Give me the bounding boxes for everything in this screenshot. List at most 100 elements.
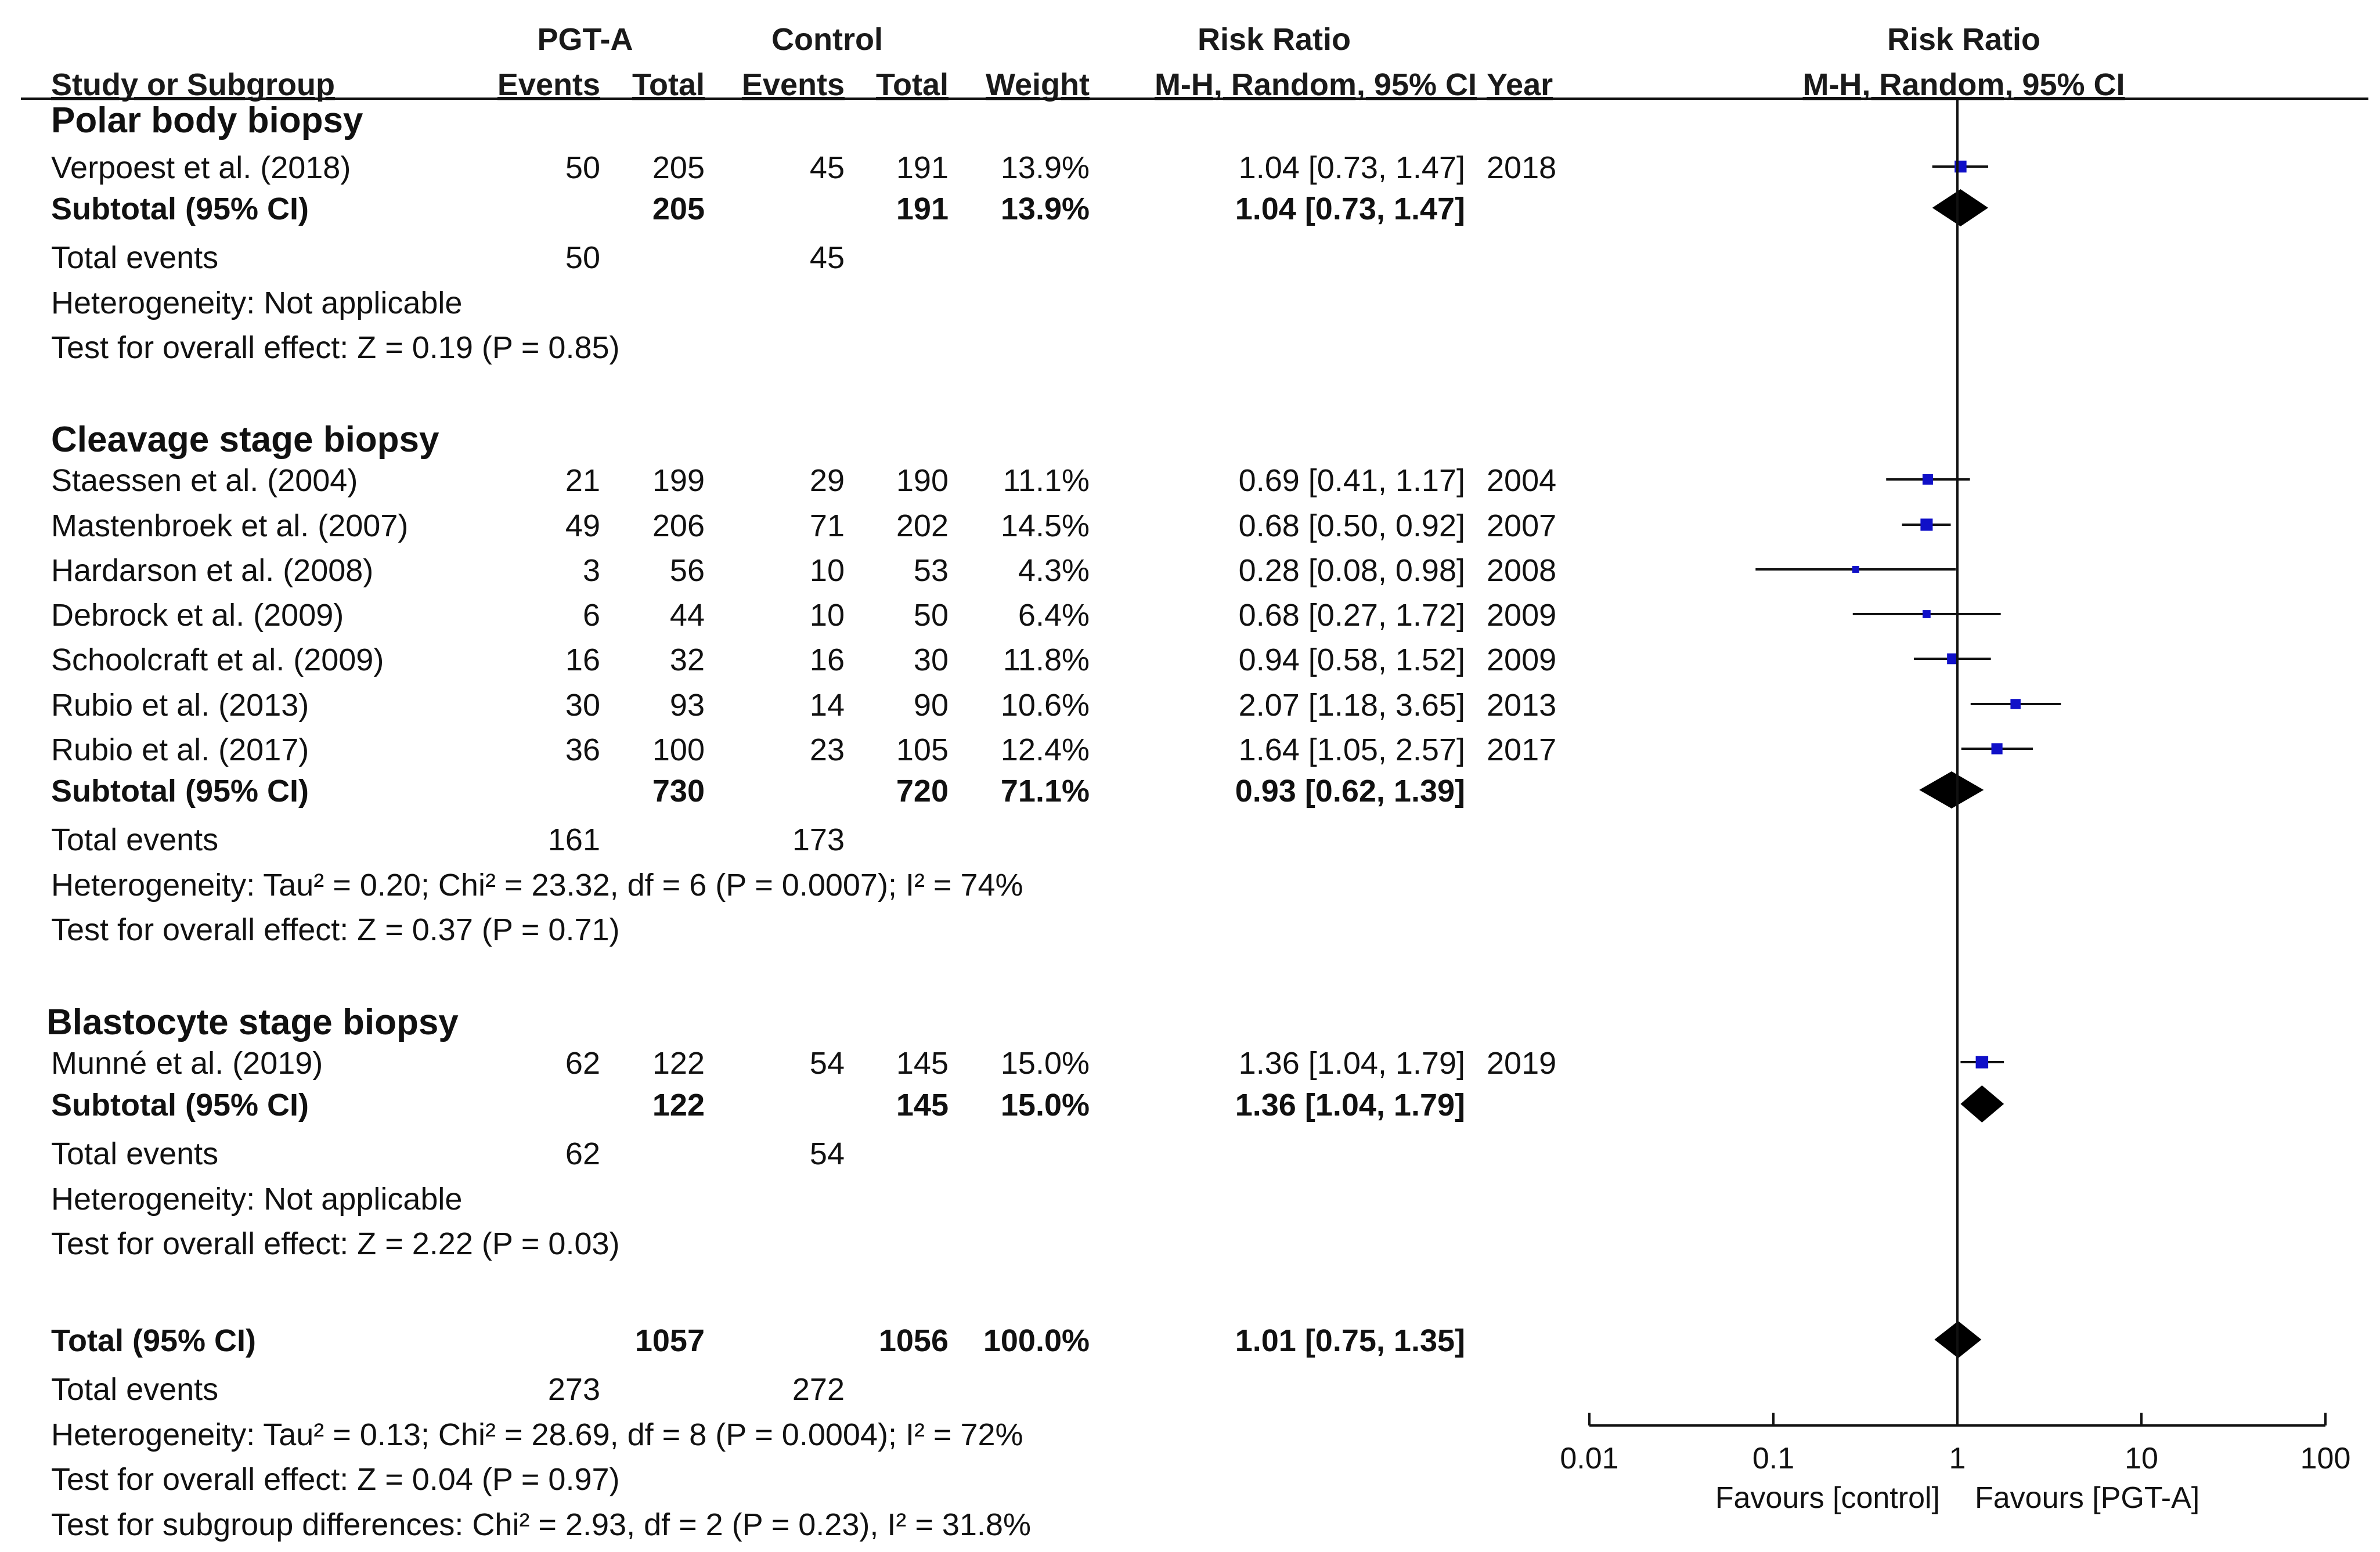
- study-year: 2007: [1487, 508, 1556, 543]
- study-name: Hardarson et al. (2008): [51, 553, 373, 588]
- heterogeneity-text: Heterogeneity: Tau² = 0.20; Chi² = 23.32…: [51, 868, 1023, 903]
- favours-right-label: Favours [PGT-A]: [1975, 1481, 2199, 1515]
- plot-marks: [1755, 160, 2061, 1358]
- total-events-label: Total events: [51, 240, 218, 275]
- heterogeneity-text: Heterogeneity: Not applicable: [51, 1182, 462, 1217]
- subtotal-total-1: 122: [652, 1088, 705, 1123]
- subgroup-difference-text: Test for subgroup differences: Chi² = 2.…: [51, 1507, 1031, 1542]
- study-events-2: 10: [810, 598, 845, 633]
- study-name: Mastenbroek et al. (2007): [51, 508, 408, 543]
- study-ci: 0.68 [0.27, 1.72]: [1239, 598, 1465, 633]
- study-marker: [2010, 699, 2021, 709]
- subtotal-label: Subtotal (95% CI): [51, 774, 309, 809]
- x-tick-label: 1: [1949, 1442, 1966, 1475]
- heterogeneity-text: Heterogeneity: Not applicable: [51, 286, 462, 320]
- subtotal-label: Subtotal (95% CI): [51, 192, 309, 226]
- study-marker: [1991, 743, 2003, 755]
- study-total-2: 190: [896, 463, 949, 498]
- study-name: Verpoest et al. (2018): [51, 150, 351, 185]
- study-marker: [1975, 1056, 1989, 1069]
- header-study: Study or Subgroup: [51, 67, 335, 102]
- header-effect-method: M-H, Random, 95% CI: [1155, 67, 1477, 102]
- subtotal-diamond: [1919, 771, 1984, 809]
- header-group1: PGT-A: [537, 22, 633, 57]
- header-events2: Events: [742, 67, 845, 102]
- overall-heterogeneity-text: Heterogeneity: Tau² = 0.13; Chi² = 28.69…: [51, 1417, 1023, 1452]
- subtotal-total-2: 720: [896, 774, 949, 809]
- study-total-1: 56: [670, 553, 705, 588]
- study-weight: 10.6%: [1001, 688, 1090, 723]
- study-total-2: 202: [896, 508, 949, 543]
- study-total-1: 32: [670, 643, 705, 677]
- group-title: Blastocyte stage biopsy: [46, 1002, 459, 1042]
- study-total-2: 53: [914, 553, 949, 588]
- subtotal-total-1: 730: [652, 774, 705, 809]
- study-events-1: 16: [565, 643, 600, 677]
- study-total-1: 206: [652, 508, 705, 543]
- study-events-1: 6: [583, 598, 600, 633]
- study-ci: 0.69 [0.41, 1.17]: [1239, 463, 1465, 498]
- subtotal-weight: 13.9%: [1001, 192, 1090, 226]
- study-events-2: 14: [810, 688, 845, 723]
- study-total-1: 205: [652, 150, 705, 185]
- subtotal-ci: 1.04 [0.73, 1.47]: [1235, 192, 1465, 226]
- study-ci: 1.64 [1.05, 2.57]: [1239, 732, 1465, 767]
- study-weight: 6.4%: [1018, 598, 1090, 633]
- study-total-1: 122: [652, 1046, 705, 1081]
- subtotal-diamond: [1932, 189, 1989, 226]
- study-total-1: 44: [670, 598, 705, 633]
- study-events-2: 29: [810, 463, 845, 498]
- overall-effect-text: Test for overall effect: Z = 0.19 (P = 0…: [51, 330, 620, 365]
- study-year: 2017: [1487, 732, 1556, 767]
- study-name: Debrock et al. (2009): [51, 598, 344, 633]
- plot-axis: 0.01 0.1 1 10 100 Favours [control] Favours [P…: [1560, 99, 2350, 1515]
- study-weight: 12.4%: [1001, 732, 1090, 767]
- overall-ci: 1.01 [0.75, 1.35]: [1235, 1323, 1465, 1358]
- subtotal-total-2: 145: [896, 1088, 949, 1123]
- header-plot-method: M-H, Random, 95% CI: [1802, 67, 2125, 102]
- study-weight: 11.8%: [1003, 643, 1090, 677]
- header-group2: Control: [771, 22, 883, 57]
- subtotal-ci: 1.36 [1.04, 1.79]: [1235, 1088, 1465, 1123]
- overall-label: Total (95% CI): [51, 1323, 256, 1358]
- study-marker: [1852, 566, 1859, 573]
- study-marker: [1922, 474, 1933, 485]
- study-events-2: 16: [810, 643, 845, 677]
- overall-effect-text: Test for overall effect: Z = 0.37 (P = 0…: [51, 912, 620, 947]
- study-name: Schoolcraft et al. (2009): [51, 643, 384, 677]
- overall-total-1: 1057: [635, 1323, 705, 1358]
- x-tick-label: 100: [2300, 1442, 2351, 1475]
- study-weight: 15.0%: [1001, 1046, 1090, 1081]
- study-total-2: 145: [896, 1046, 949, 1081]
- study-events-2: 10: [810, 553, 845, 588]
- total-events-2: 54: [810, 1136, 845, 1171]
- study-ci: 1.04 [0.73, 1.47]: [1239, 150, 1465, 185]
- study-year: 2013: [1487, 688, 1556, 723]
- study-year: 2009: [1487, 598, 1556, 633]
- study-name: Rubio et al. (2013): [51, 688, 309, 723]
- overall-weight: 100.0%: [983, 1323, 1090, 1358]
- study-events-1: 62: [565, 1046, 600, 1081]
- study-ci: 0.28 [0.08, 0.98]: [1239, 553, 1465, 588]
- study-name: Staessen et al. (2004): [51, 463, 358, 498]
- study-year: 2019: [1487, 1046, 1556, 1081]
- subtotal-total-1: 205: [652, 192, 705, 226]
- study-ci: 1.36 [1.04, 1.79]: [1239, 1046, 1465, 1081]
- study-total-1: 93: [670, 688, 705, 723]
- overall-effect-text: Test for overall effect: Z = 2.22 (P = 0…: [51, 1226, 620, 1261]
- study-total-1: 199: [652, 463, 705, 498]
- study-total-1: 100: [652, 732, 705, 767]
- total-events-2: 45: [810, 240, 845, 275]
- x-tick-label: 10: [2125, 1442, 2158, 1475]
- study-total-2: 90: [914, 688, 949, 723]
- study-year: 2009: [1487, 643, 1556, 677]
- study-year: 2018: [1487, 150, 1556, 185]
- subtotal-weight: 71.1%: [1001, 774, 1090, 809]
- study-events-2: 45: [810, 150, 845, 185]
- study-events-2: 23: [810, 732, 845, 767]
- favours-left-label: Favours [control]: [1715, 1481, 1940, 1515]
- study-events-2: 71: [810, 508, 845, 543]
- study-total-2: 30: [914, 643, 949, 677]
- study-marker: [1947, 653, 1958, 665]
